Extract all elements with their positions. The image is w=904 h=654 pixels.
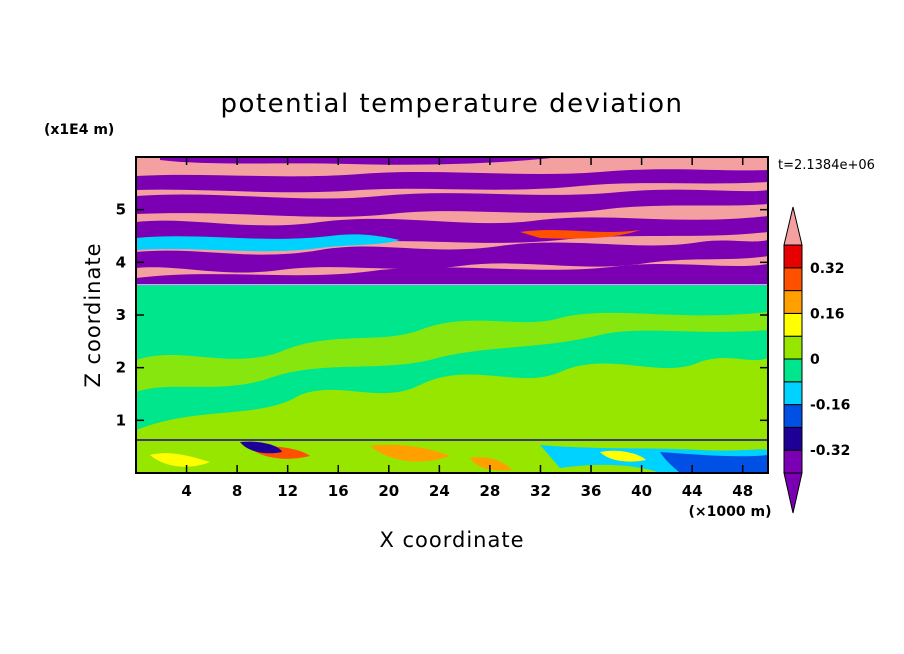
mid-layer-top	[136, 284, 768, 302]
colorbar-swatch	[783, 426, 803, 451]
colorbar-swatch	[783, 335, 803, 360]
bl-warm-4	[470, 457, 512, 471]
y-tick-label: 3	[116, 306, 126, 324]
colorbar-tick-label: 0	[810, 352, 820, 368]
colorbar-swatch	[783, 404, 803, 428]
contour-field	[136, 157, 768, 473]
x-unit-label: (×1000 m)	[689, 504, 772, 520]
colorbar-swatch	[783, 381, 803, 406]
x-tick-label: 28	[479, 482, 500, 500]
colorbar-swatch	[783, 312, 803, 337]
x-axis-ticks: 4 8 12 16 20 24 28 32 36 40 44 48	[181, 157, 753, 500]
y-tick-label: 2	[116, 359, 126, 377]
upper-band-2	[136, 240, 768, 273]
upper-band-1	[136, 264, 768, 284]
y-tick-label: 5	[116, 201, 126, 219]
x-tick-label: 36	[581, 482, 602, 500]
x-tick-label: 20	[378, 482, 399, 500]
bl-warm-2	[370, 444, 450, 462]
colorbar-swatch	[783, 290, 803, 314]
chart-title: potential temperature deviation	[221, 89, 684, 119]
mid-layer-warm-upper	[136, 312, 768, 392]
y-axis-ticks: 1 2 3 4 5	[116, 201, 768, 429]
upper-band-4	[136, 189, 768, 217]
mid-layer-warm	[136, 358, 768, 440]
upper-cool-ribbon	[136, 234, 400, 252]
x-axis-title: X coordinate	[379, 528, 524, 552]
y-tick-label: 4	[116, 253, 126, 271]
boundary-layer-cooler	[660, 452, 768, 473]
y-unit-label: (x1E4 m)	[44, 122, 114, 138]
colorbar-tick-label: -0.16	[810, 398, 850, 414]
x-tick-label: 32	[530, 482, 551, 500]
colorbar-swatch	[783, 267, 803, 292]
colorbar-swatch	[783, 244, 803, 269]
bl-cool-1	[240, 441, 282, 454]
x-tick-label: 44	[682, 482, 703, 500]
colorbar-tick-label: 0.32	[810, 261, 845, 277]
x-tick-label: 48	[732, 482, 753, 500]
colorbar-min-arrow	[783, 472, 803, 514]
x-tick-label: 24	[429, 482, 450, 500]
upper-band-6	[160, 157, 560, 165]
bl-warm-1	[150, 453, 210, 467]
upper-band-5	[136, 169, 768, 193]
colorbar-tick-label: -0.32	[810, 443, 850, 459]
x-tick-label: 12	[277, 482, 298, 500]
bl-warm-5	[600, 450, 646, 462]
x-tick-label: 16	[328, 482, 349, 500]
y-tick-label: 1	[116, 411, 126, 429]
colorbar-tick-label: 0.16	[810, 306, 845, 322]
colorbar-max-arrow	[783, 206, 803, 246]
colorbar: 0.32 0.16 0 -0.16 -0.32	[783, 206, 850, 514]
y-axis-title: Z coordinate	[81, 242, 105, 387]
x-tick-label: 8	[232, 482, 242, 500]
colorbar-swatch	[783, 449, 803, 474]
colorbar-swatch	[783, 358, 803, 383]
x-tick-label: 40	[631, 482, 652, 500]
upper-warm-ribbon	[520, 230, 640, 239]
x-tick-label: 4	[181, 482, 191, 500]
timestamp-label: t=2.1384e+06	[778, 158, 875, 173]
